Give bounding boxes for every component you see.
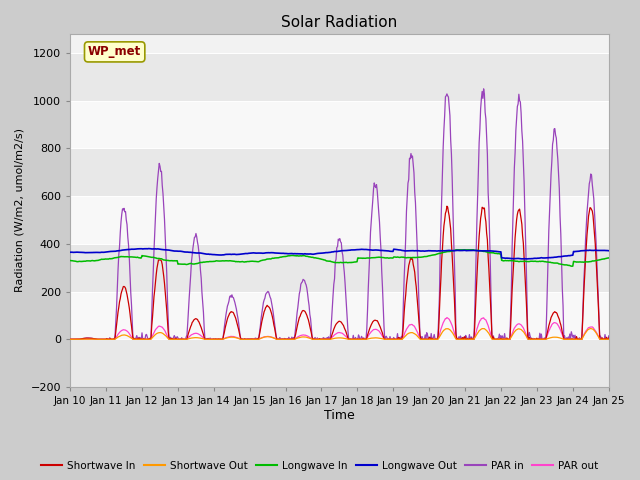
Y-axis label: Radiation (W/m2, umol/m2/s): Radiation (W/m2, umol/m2/s) [15, 129, 25, 292]
Bar [70, 196, 609, 244]
Longwave In [214, 258, 222, 264]
PAR out [77, 336, 84, 342]
Legend: Shortwave In, Shortwave Out, Longwave In, Longwave Out, PAR in, PAR out: Shortwave In, Shortwave Out, Longwave In… [37, 456, 603, 475]
Longwave Out [187, 250, 195, 255]
PAR out [443, 315, 451, 321]
Shortwave In [214, 336, 222, 342]
Longwave In [568, 264, 575, 269]
Longwave In [76, 259, 84, 264]
Bar [70, 148, 609, 196]
Longwave In [420, 253, 428, 259]
Shortwave Out [420, 336, 428, 342]
Line: PAR in: PAR in [70, 89, 609, 339]
Longwave In [452, 247, 460, 252]
Bar [70, 101, 609, 148]
PAR in [131, 336, 139, 342]
Longwave In [131, 254, 139, 260]
Line: Shortwave In: Shortwave In [70, 206, 609, 339]
PAR out [187, 333, 195, 338]
Line: PAR out: PAR out [70, 318, 609, 339]
Longwave In [186, 261, 194, 266]
Longwave Out [522, 256, 530, 262]
Longwave Out [215, 252, 223, 258]
Text: WP_met: WP_met [88, 46, 141, 59]
PAR in [605, 333, 612, 339]
PAR in [405, 177, 413, 182]
PAR out [605, 336, 612, 342]
Longwave In [405, 255, 413, 261]
Shortwave Out [605, 336, 612, 342]
PAR out [421, 336, 429, 342]
PAR in [67, 336, 74, 342]
Bar [70, 244, 609, 291]
PAR in [480, 86, 488, 92]
Bar [70, 339, 609, 387]
Line: Shortwave Out: Shortwave Out [70, 328, 609, 339]
Shortwave Out [67, 336, 74, 342]
Longwave Out [406, 248, 413, 253]
Shortwave In [67, 336, 74, 342]
Shortwave In [131, 336, 139, 342]
X-axis label: Time: Time [324, 409, 355, 422]
PAR in [76, 336, 84, 342]
Shortwave Out [131, 336, 139, 342]
PAR out [67, 336, 75, 342]
Bar [70, 53, 609, 101]
Shortwave In [186, 326, 194, 332]
PAR in [186, 283, 194, 289]
PAR out [132, 336, 140, 342]
Shortwave In [420, 336, 428, 342]
Shortwave Out [186, 336, 194, 341]
Line: Longwave Out: Longwave Out [70, 249, 609, 259]
Shortwave Out [76, 336, 84, 342]
Longwave Out [605, 248, 612, 253]
Shortwave In [443, 203, 451, 209]
Longwave In [67, 258, 74, 264]
Longwave Out [145, 246, 152, 252]
Longwave Out [421, 248, 429, 254]
Line: Longwave In: Longwave In [70, 250, 609, 266]
PAR out [215, 336, 223, 342]
Shortwave In [76, 336, 84, 342]
Shortwave Out [587, 325, 595, 331]
PAR out [67, 336, 74, 342]
PAR in [214, 336, 222, 342]
Shortwave Out [214, 336, 222, 342]
Shortwave In [405, 263, 413, 268]
Bar [70, 291, 609, 339]
Longwave Out [67, 249, 74, 255]
Shortwave In [605, 335, 612, 341]
Longwave Out [76, 250, 84, 255]
PAR in [420, 336, 428, 342]
Longwave In [605, 255, 612, 261]
PAR out [406, 322, 413, 328]
Title: Solar Radiation: Solar Radiation [282, 15, 397, 30]
Shortwave Out [405, 330, 413, 336]
Longwave Out [131, 246, 139, 252]
